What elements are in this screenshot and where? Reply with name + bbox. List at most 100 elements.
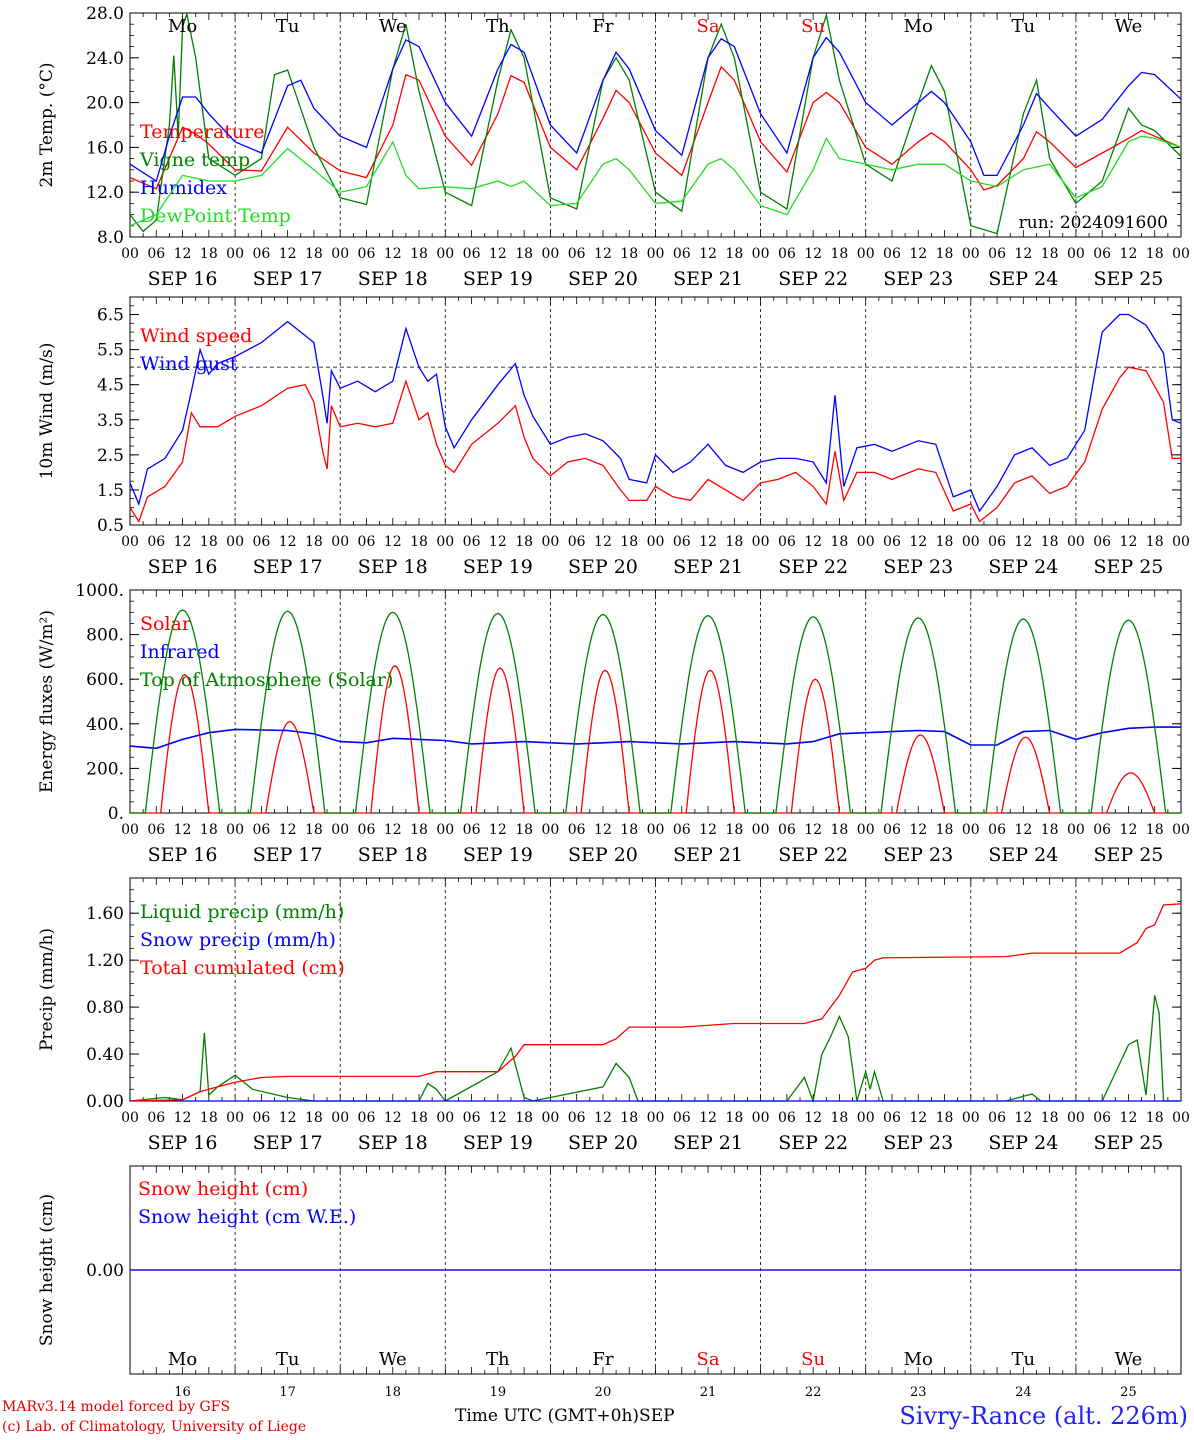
- hour-tick-label: 06: [988, 534, 1006, 550]
- date-label: SEP 24: [988, 1132, 1058, 1154]
- hour-tick-label: 06: [883, 822, 901, 838]
- hour-tick-label: 00: [647, 246, 665, 262]
- date-short-label: 18: [384, 1385, 401, 1400]
- y-tick-label: 0.80: [86, 998, 124, 1018]
- hour-tick-label: 18: [410, 246, 428, 262]
- hour-tick-label: 12: [804, 534, 822, 550]
- weekday-label: We: [1115, 1349, 1143, 1370]
- hour-tick-label: 12: [909, 534, 927, 550]
- date-short-label: 17: [279, 1385, 296, 1400]
- hour-tick-label: 12: [804, 246, 822, 262]
- date-label: SEP 18: [358, 268, 428, 290]
- y-tick-label: 6.5: [97, 306, 124, 326]
- hour-tick-label: 12: [174, 822, 192, 838]
- hour-tick-label: 00: [226, 534, 244, 550]
- hour-tick-label: 00: [1172, 1110, 1190, 1126]
- date-label: SEP 17: [253, 1132, 323, 1154]
- hour-tick-label: 00: [1067, 1110, 1085, 1126]
- hour-tick-label: 00: [436, 822, 454, 838]
- hour-tick-label: 18: [725, 822, 743, 838]
- y-tick-label: 1.20: [86, 951, 124, 971]
- date-short-label: 25: [1120, 1385, 1137, 1400]
- hour-tick-label: 00: [1172, 534, 1190, 550]
- y-axis-label: 10m Wind (m/s): [37, 343, 57, 480]
- hour-tick-label: 06: [988, 822, 1006, 838]
- date-label: SEP 18: [358, 844, 428, 866]
- date-short-label: 21: [700, 1385, 717, 1400]
- hour-tick-label: 06: [358, 822, 376, 838]
- hour-tick-label: 06: [568, 246, 586, 262]
- hour-tick-label: 00: [331, 534, 349, 550]
- y-tick-label: 12.0: [86, 183, 124, 203]
- date-label: SEP 21: [673, 844, 743, 866]
- hour-tick-label: 18: [410, 534, 428, 550]
- hour-tick-label: 12: [804, 1110, 822, 1126]
- panel-4: 0.00 0.40 0.80 1.20 1.60 Precip (mm/h) Liquid …: [37, 877, 1190, 1154]
- hour-tick-label: 18: [620, 246, 638, 262]
- hour-tick-label: 18: [725, 534, 743, 550]
- hour-tick-label: 18: [725, 246, 743, 262]
- hour-tick-label: 18: [200, 534, 218, 550]
- series-line-temperature: [129, 65, 1182, 191]
- hour-tick-label: 06: [463, 246, 481, 262]
- weekday-label: Mo: [904, 16, 933, 37]
- date-short-label: 16: [174, 1385, 191, 1400]
- hour-tick-label: 18: [1041, 246, 1059, 262]
- hour-tick-label: 18: [831, 822, 849, 838]
- hour-tick-label: 12: [174, 1110, 192, 1126]
- hour-tick-label: 00: [962, 534, 980, 550]
- y-tick-label: 28.0: [86, 4, 124, 24]
- series-line-infrared: [129, 726, 1181, 750]
- x-axis-month: SEP: [639, 1406, 675, 1426]
- hour-tick-label: 06: [883, 1110, 901, 1126]
- panel-5: 0.00 Snow height (cm) Snow height (cm) Snow…: [37, 1165, 1182, 1400]
- y-tick-label: 0.: [108, 804, 124, 824]
- date-label: SEP 22: [778, 1132, 848, 1154]
- date-label: SEP 17: [253, 844, 323, 866]
- hour-tick-label: 18: [1146, 822, 1164, 838]
- y-tick-label: 1.60: [86, 904, 124, 924]
- hour-tick-label: 00: [857, 1110, 875, 1126]
- date-label: SEP 18: [358, 556, 428, 578]
- hour-tick-label: 00: [226, 822, 244, 838]
- panel-2: 0.5 1.5 2.5 3.5 4.5 5.5 6.5 10m Wind (m/s) Wind …: [37, 296, 1190, 578]
- hour-tick-label: 18: [936, 822, 954, 838]
- hour-tick-label: 06: [147, 1110, 165, 1126]
- date-label: SEP 19: [463, 1132, 533, 1154]
- hour-tick-label: 06: [1093, 534, 1111, 550]
- weekday-label: Th: [486, 16, 510, 37]
- series-line-top-of-atmosphere-solar-: [130, 609, 1181, 814]
- date-label: SEP 16: [148, 556, 218, 578]
- hour-tick-label: 00: [857, 246, 875, 262]
- hour-tick-label: 12: [489, 534, 507, 550]
- hour-tick-label: 00: [541, 1110, 559, 1126]
- hour-tick-label: 06: [568, 534, 586, 550]
- date-label: SEP 23: [883, 844, 953, 866]
- run-label: run: 2024091600: [1019, 213, 1168, 233]
- hour-tick-label: 12: [279, 246, 297, 262]
- weekday-label: We: [379, 1349, 407, 1370]
- legend-entry: DewPoint Temp: [140, 205, 291, 227]
- date-label: SEP 21: [673, 556, 743, 578]
- hour-tick-label: 18: [200, 246, 218, 262]
- hour-tick-label: 18: [936, 1110, 954, 1126]
- legend-entry: Snow height (cm): [138, 1178, 308, 1200]
- y-tick-label: 20.0: [86, 94, 124, 114]
- date-short-label: 24: [1015, 1385, 1032, 1400]
- hour-tick-label: 12: [594, 1110, 612, 1126]
- series-line-dewpoint-temp: [129, 135, 1182, 227]
- model-credit-line: MARv3.14 model forced by GFS: [2, 1399, 231, 1415]
- hour-tick-label: 12: [594, 822, 612, 838]
- hour-tick-label: 12: [804, 822, 822, 838]
- series-line-total-cumulated-cm-: [129, 903, 1182, 1102]
- hour-tick-label: 12: [279, 534, 297, 550]
- y-tick-label: 0.5: [97, 516, 124, 536]
- hour-tick-label: 18: [1041, 822, 1059, 838]
- date-label: SEP 24: [988, 844, 1058, 866]
- y-tick-label: 1000.: [75, 581, 124, 601]
- y-tick-label: 200.: [86, 759, 124, 779]
- hour-tick-label: 00: [1172, 246, 1190, 262]
- hour-tick-label: 18: [936, 246, 954, 262]
- date-label: SEP 22: [778, 844, 848, 866]
- hour-tick-label: 00: [1067, 246, 1085, 262]
